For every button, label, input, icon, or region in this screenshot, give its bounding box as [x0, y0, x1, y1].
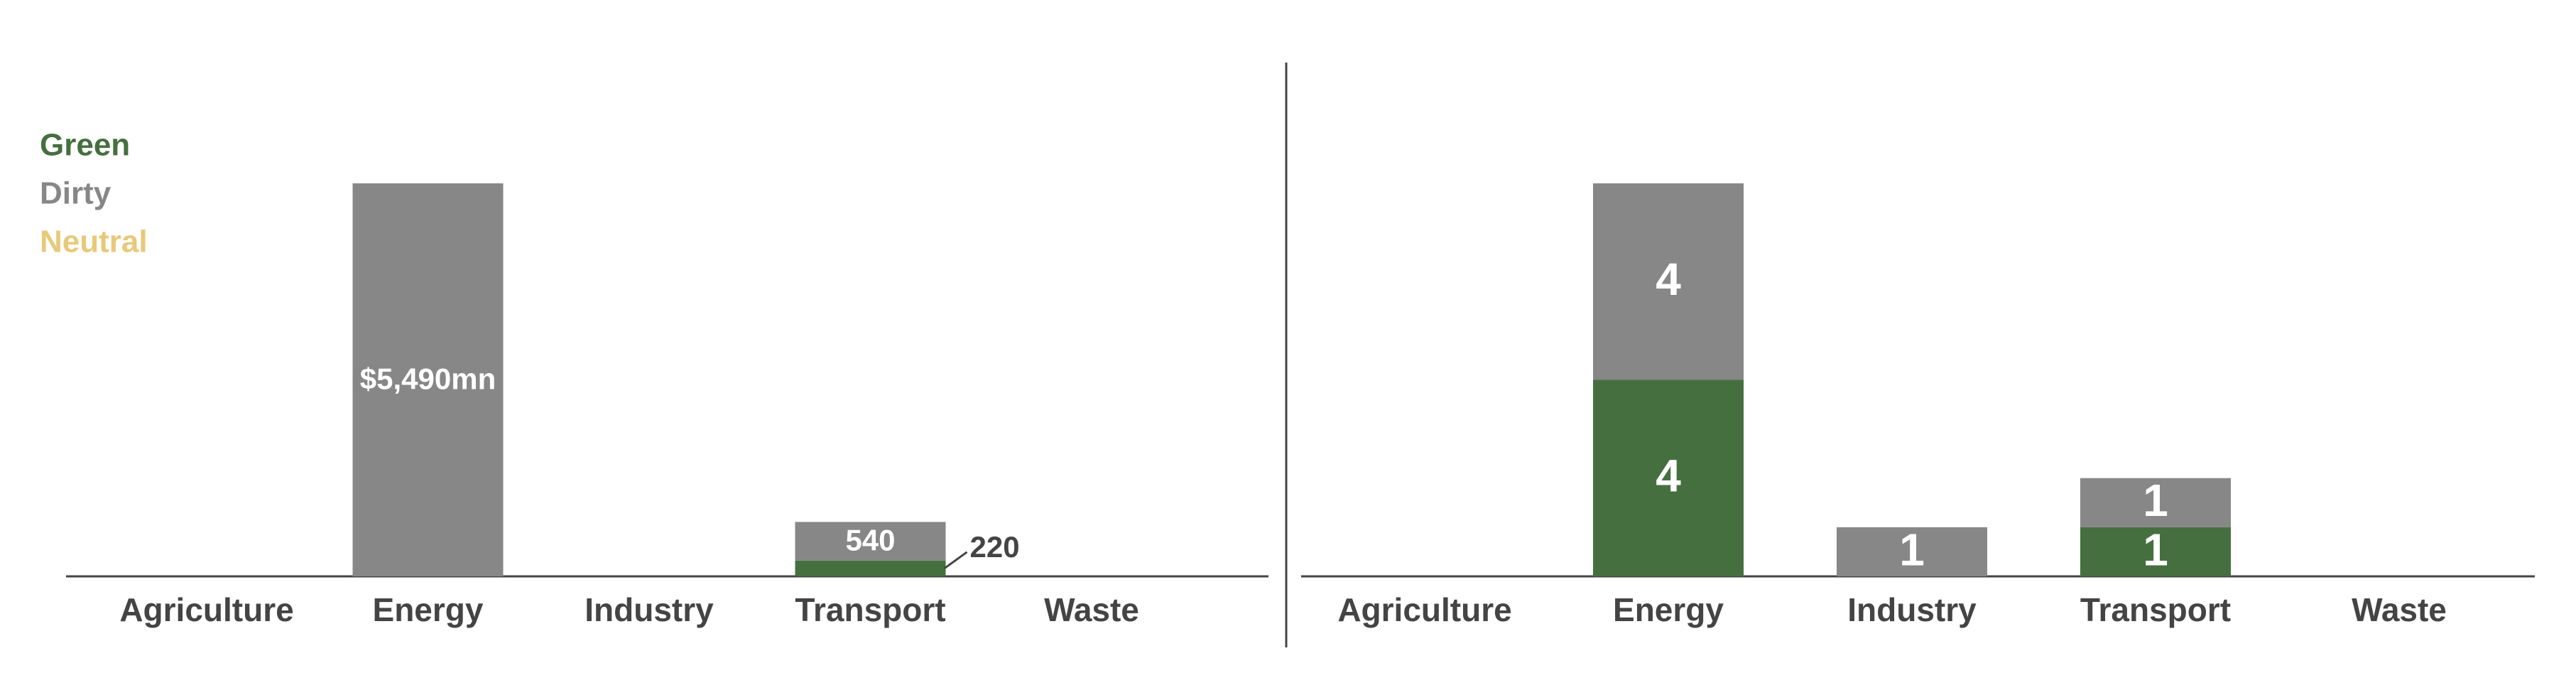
- x-tick-label: Waste: [2352, 591, 2447, 628]
- x-tick-label: Waste: [1044, 591, 1139, 628]
- value-label: 1: [2143, 475, 2168, 526]
- bar-segment: [2080, 478, 2231, 527]
- bar-segment: [352, 183, 504, 576]
- x-tick-label: Agriculture: [119, 591, 293, 628]
- value-label: 1: [1899, 524, 1925, 575]
- value-label: 4: [1656, 451, 1681, 502]
- bar-segment: [1593, 183, 1744, 380]
- value-label: 4: [1656, 254, 1681, 305]
- value-label: 1: [2143, 524, 2168, 575]
- legend-entry: Neutral: [40, 225, 148, 259]
- x-tick-label: Industry: [585, 591, 714, 628]
- x-tick-label: Industry: [1847, 591, 1977, 628]
- bar-segment: [795, 560, 946, 576]
- value-label: $5,490mn: [360, 362, 496, 396]
- x-tick-label: Energy: [1613, 591, 1724, 628]
- bar-segment: [1593, 379, 1744, 576]
- x-tick-label: Agriculture: [1337, 591, 1511, 628]
- label-leader: [943, 551, 968, 570]
- x-tick-label: Transport: [2080, 591, 2231, 628]
- bar-segment: [795, 522, 946, 561]
- bar-segment: [1837, 527, 1987, 576]
- value-label: 540: [845, 524, 895, 557]
- x-tick-label: Energy: [373, 591, 484, 628]
- legend-entry: Green: [40, 128, 130, 163]
- bar-segment: [2080, 527, 2231, 576]
- x-tick-label: Transport: [795, 591, 945, 628]
- value-label: 220: [970, 530, 1020, 564]
- legend-entry: Dirty: [40, 176, 112, 211]
